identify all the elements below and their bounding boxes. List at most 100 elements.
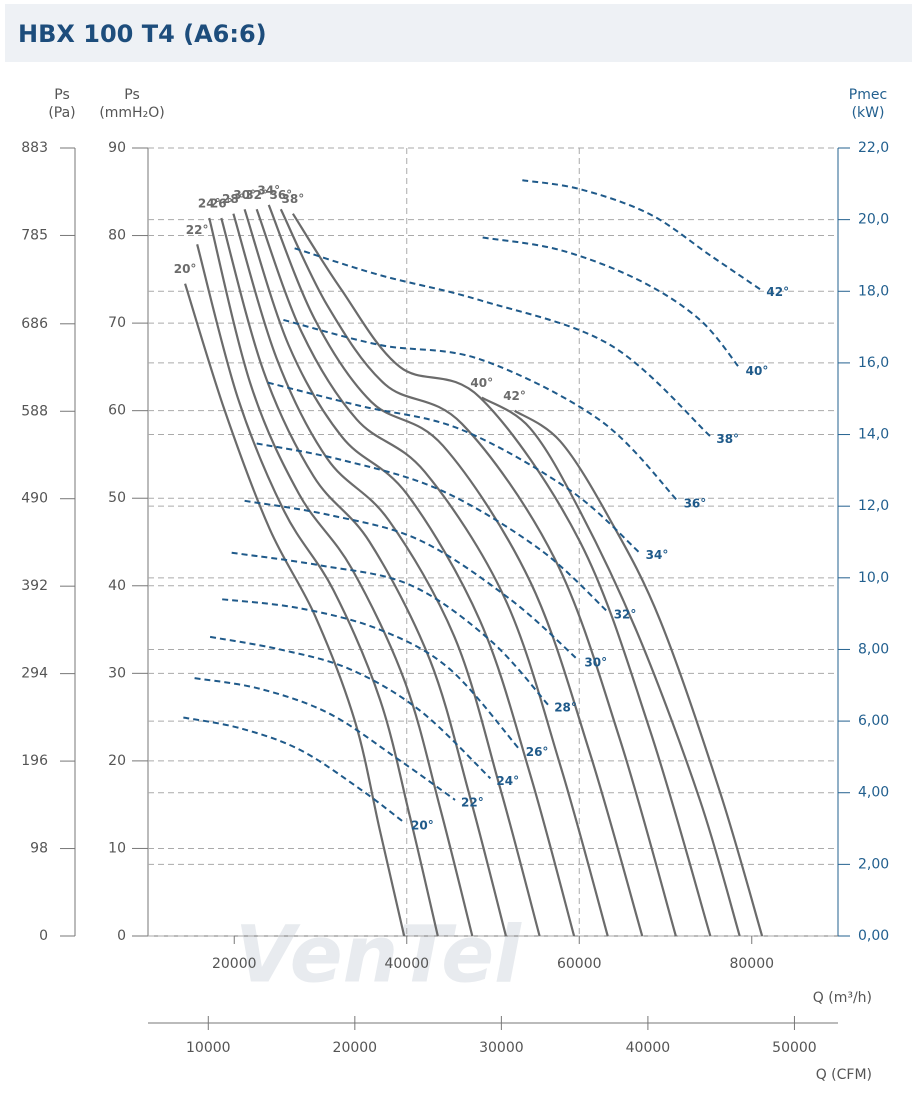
curve-label: 32° xyxy=(614,607,637,621)
y-tick-label: 0 xyxy=(117,928,126,944)
y2-tick-label: 20,0 xyxy=(858,212,889,228)
y3-tick-label: 98 xyxy=(30,841,48,857)
y-tick-label: 70 xyxy=(108,315,126,331)
y-tick-label: 30 xyxy=(108,665,126,681)
power-curve xyxy=(256,442,609,613)
y2-tick-label: 12,0 xyxy=(858,498,889,514)
pressure-curve xyxy=(232,213,541,937)
x-tick-label: 80000 xyxy=(729,956,774,972)
y3-tick-label: 588 xyxy=(21,403,48,419)
curve-label: 38° xyxy=(282,192,305,206)
pressure-curve xyxy=(243,208,576,937)
curve-label: 22° xyxy=(461,795,484,809)
watermark: VenTel xyxy=(235,910,522,1000)
curve-label: 24° xyxy=(496,774,519,788)
y3-axis-unit: (Pa) xyxy=(48,105,75,121)
pressure-curve xyxy=(513,409,764,937)
power-curve xyxy=(283,318,679,502)
y3-tick-label: 686 xyxy=(21,316,48,332)
y-tick-label: 10 xyxy=(108,840,126,856)
curve-label: 26° xyxy=(210,197,233,211)
pressure-curve xyxy=(220,217,508,937)
pressure-curve xyxy=(184,283,406,937)
x-tick-label: 20000 xyxy=(212,956,257,972)
x2-tick-label: 20000 xyxy=(333,1040,378,1056)
curve-label: 42° xyxy=(503,389,526,403)
pressure-curve xyxy=(291,213,712,937)
curve-label: 36° xyxy=(684,496,707,510)
curve-label: 42° xyxy=(766,285,789,299)
pressure-curve xyxy=(279,208,677,937)
y3-tick-label: 0 xyxy=(39,928,48,944)
curve-label: 32° xyxy=(245,188,268,202)
y2-tick-label: 4,00 xyxy=(858,785,889,801)
power-curve xyxy=(209,635,492,780)
x-tick-label: 40000 xyxy=(384,956,429,972)
power-curve xyxy=(222,598,521,751)
y3-tick-label: 883 xyxy=(21,140,48,156)
x-tick-label: 60000 xyxy=(557,956,602,972)
power-curve xyxy=(267,381,641,554)
pressure-curve xyxy=(255,208,609,937)
y3-axis-title: Ps xyxy=(54,87,70,103)
y-tick-label: 60 xyxy=(108,403,126,419)
pressure-curve xyxy=(267,204,644,937)
x2-tick-label: 30000 xyxy=(479,1040,524,1056)
y2-tick-label: 2,00 xyxy=(858,856,889,872)
y2-tick-label: 0,00 xyxy=(858,928,889,944)
curve-label: 26° xyxy=(526,745,549,759)
pressure-curve xyxy=(208,217,474,937)
power-curve xyxy=(482,236,741,369)
y-tick-label: 90 xyxy=(108,140,126,156)
power-curve xyxy=(244,499,580,661)
x2-tick-label: 50000 xyxy=(772,1040,817,1056)
x2-tick-label: 40000 xyxy=(626,1040,671,1056)
power-curve xyxy=(231,551,549,706)
curve-label: 20° xyxy=(174,262,197,276)
y-tick-label: 80 xyxy=(108,228,126,244)
power-curve xyxy=(183,716,406,824)
header-band xyxy=(5,4,912,62)
y3-tick-label: 392 xyxy=(21,578,48,594)
curve-label: 38° xyxy=(716,432,739,446)
curve-label: 30° xyxy=(233,188,256,202)
power-curve xyxy=(294,247,712,438)
y-tick-label: 40 xyxy=(108,578,126,594)
y-tick-label: 50 xyxy=(108,490,126,506)
power-curve xyxy=(194,677,456,801)
curve-label: 36° xyxy=(269,188,292,202)
y2-tick-label: 22,0 xyxy=(858,140,889,156)
curve-label: 24° xyxy=(198,197,221,211)
curve-label: 34° xyxy=(646,548,669,562)
x2-axis-title: Q (CFM) xyxy=(816,1067,872,1083)
y2-axis-unit: (kW) xyxy=(852,105,885,121)
x-axis-title: Q (m³/h) xyxy=(813,990,872,1006)
y3-tick-label: 294 xyxy=(21,666,48,682)
y-axis-title: Ps xyxy=(124,87,140,103)
y2-tick-label: 6,00 xyxy=(858,713,889,729)
y2-tick-label: 16,0 xyxy=(858,355,889,371)
curve-label: 28° xyxy=(554,700,577,714)
curve-label: 40° xyxy=(470,376,493,390)
curve-label: 20° xyxy=(411,819,434,833)
y3-tick-label: 785 xyxy=(21,227,48,243)
y2-axis-title: Pmec xyxy=(849,87,887,103)
curve-label: 34° xyxy=(257,183,280,197)
curve-label: 30° xyxy=(584,656,607,670)
curve-label: 22° xyxy=(186,223,209,237)
pressure-curve xyxy=(196,244,439,937)
curve-label: 28° xyxy=(222,192,245,206)
y-axis-unit: (mmH₂O) xyxy=(99,105,164,121)
curve-label: 40° xyxy=(746,364,769,378)
y2-tick-label: 10,0 xyxy=(858,570,889,586)
y-tick-label: 20 xyxy=(108,753,126,769)
chart-title: HBX 100 T4 (A6:6) xyxy=(18,20,267,48)
x2-tick-label: 10000 xyxy=(186,1040,231,1056)
pressure-curve xyxy=(481,396,741,937)
y3-tick-label: 490 xyxy=(21,491,48,507)
power-curve xyxy=(522,179,761,291)
y2-tick-label: 18,0 xyxy=(858,283,889,299)
y2-tick-label: 14,0 xyxy=(858,427,889,443)
